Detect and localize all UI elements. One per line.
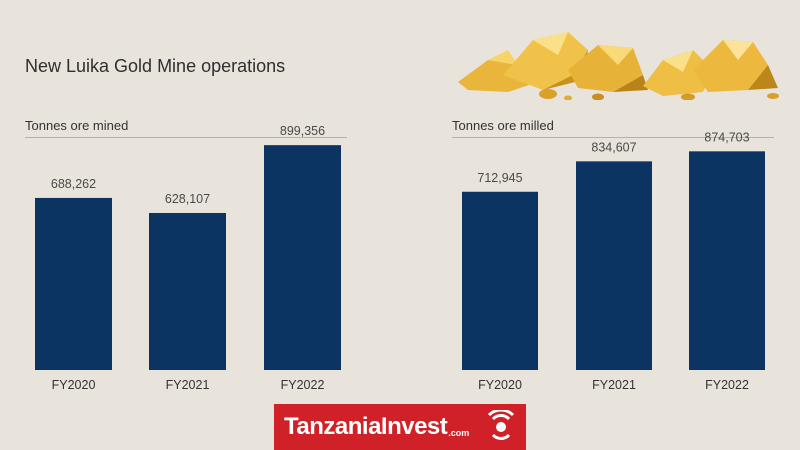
chart-divider-milled [452,137,774,138]
bar-fy2021 [576,161,652,370]
bar-fy2021 [149,212,226,370]
page-title: New Luika Gold Mine operations [25,56,286,76]
category-label: FY2022 [705,378,749,392]
chart-divider-mined [25,137,347,138]
value-label: 712,945 [477,171,522,185]
value-label: 834,607 [591,140,636,154]
gold-nuggets-image [458,32,779,100]
bar-fy2020 [35,197,112,370]
category-label: FY2021 [592,378,636,392]
chart-title-milled: Tonnes ore milled [452,118,554,133]
brand-name: TanzaniaInvest [284,413,448,440]
chart-title-mined: Tonnes ore mined [25,118,129,133]
category-label: FY2021 [166,378,210,392]
bar-fy2020 [462,191,538,370]
category-label: FY2020 [52,378,96,392]
value-label: 688,262 [51,177,96,191]
bar-fy2022 [689,151,765,370]
bar-fy2022 [264,145,341,370]
brand-logo: TanzaniaInvest .com [274,404,526,450]
category-label: FY2020 [478,378,522,392]
value-label: 899,356 [280,124,325,138]
category-label: FY2022 [281,378,325,392]
value-label: 628,107 [165,192,210,206]
signal-icon [487,410,515,440]
value-label: 874,703 [704,130,749,144]
brand-suffix: .com [448,428,470,438]
